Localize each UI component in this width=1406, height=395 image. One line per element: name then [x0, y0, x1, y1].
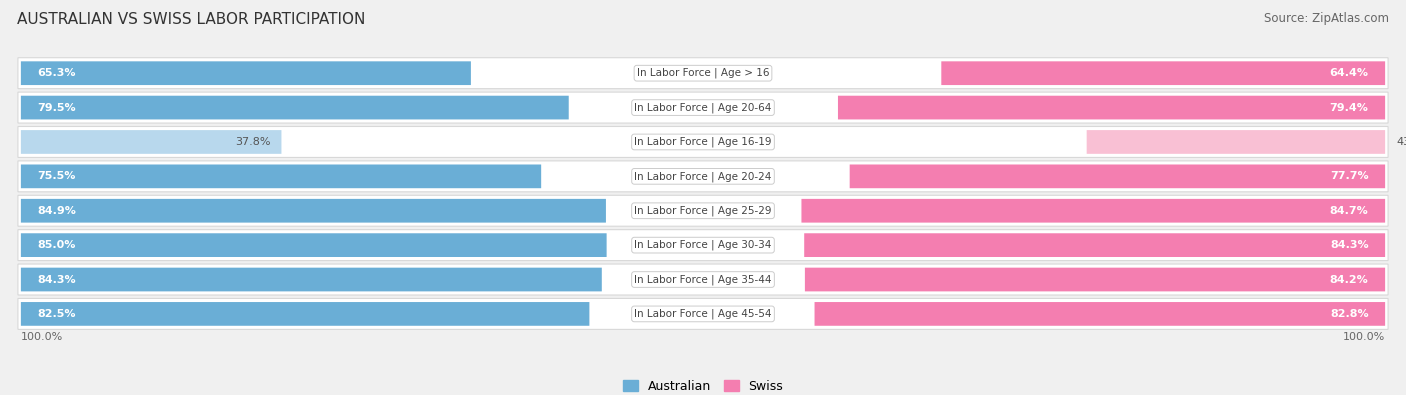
FancyBboxPatch shape	[21, 233, 606, 257]
Text: 77.7%: 77.7%	[1330, 171, 1368, 181]
FancyBboxPatch shape	[18, 195, 1388, 226]
FancyBboxPatch shape	[21, 268, 602, 292]
Text: In Labor Force | Age 35-44: In Labor Force | Age 35-44	[634, 274, 772, 285]
Legend: Australian, Swiss: Australian, Swiss	[617, 375, 789, 395]
Text: In Labor Force | Age 25-29: In Labor Force | Age 25-29	[634, 205, 772, 216]
FancyBboxPatch shape	[21, 130, 281, 154]
Text: 84.2%: 84.2%	[1330, 275, 1368, 284]
FancyBboxPatch shape	[18, 299, 1388, 329]
FancyBboxPatch shape	[18, 161, 1388, 192]
Text: In Labor Force | Age 45-54: In Labor Force | Age 45-54	[634, 308, 772, 319]
FancyBboxPatch shape	[941, 61, 1385, 85]
FancyBboxPatch shape	[21, 96, 568, 119]
Text: 43.3%: 43.3%	[1396, 137, 1406, 147]
Text: 79.5%: 79.5%	[38, 103, 76, 113]
FancyBboxPatch shape	[18, 126, 1388, 158]
Text: In Labor Force | Age 16-19: In Labor Force | Age 16-19	[634, 137, 772, 147]
Text: 82.5%: 82.5%	[38, 309, 76, 319]
Text: 82.8%: 82.8%	[1330, 309, 1368, 319]
Text: 100.0%: 100.0%	[1343, 332, 1385, 342]
FancyBboxPatch shape	[1087, 130, 1385, 154]
FancyBboxPatch shape	[849, 164, 1385, 188]
Text: In Labor Force | Age 30-34: In Labor Force | Age 30-34	[634, 240, 772, 250]
Text: In Labor Force | Age 20-64: In Labor Force | Age 20-64	[634, 102, 772, 113]
Text: 84.3%: 84.3%	[38, 275, 76, 284]
Text: 37.8%: 37.8%	[235, 137, 270, 147]
FancyBboxPatch shape	[814, 302, 1385, 326]
Text: 85.0%: 85.0%	[38, 240, 76, 250]
FancyBboxPatch shape	[18, 229, 1388, 261]
FancyBboxPatch shape	[18, 92, 1388, 123]
Text: 64.4%: 64.4%	[1330, 68, 1368, 78]
FancyBboxPatch shape	[18, 58, 1388, 88]
FancyBboxPatch shape	[21, 199, 606, 223]
Text: 65.3%: 65.3%	[38, 68, 76, 78]
Text: 75.5%: 75.5%	[38, 171, 76, 181]
Text: In Labor Force | Age 20-24: In Labor Force | Age 20-24	[634, 171, 772, 182]
Text: 79.4%: 79.4%	[1330, 103, 1368, 113]
Text: AUSTRALIAN VS SWISS LABOR PARTICIPATION: AUSTRALIAN VS SWISS LABOR PARTICIPATION	[17, 12, 366, 27]
Text: In Labor Force | Age > 16: In Labor Force | Age > 16	[637, 68, 769, 79]
Text: 84.9%: 84.9%	[38, 206, 76, 216]
FancyBboxPatch shape	[838, 96, 1385, 119]
FancyBboxPatch shape	[804, 268, 1385, 292]
Text: Source: ZipAtlas.com: Source: ZipAtlas.com	[1264, 12, 1389, 25]
FancyBboxPatch shape	[21, 164, 541, 188]
FancyBboxPatch shape	[804, 233, 1385, 257]
FancyBboxPatch shape	[21, 302, 589, 326]
Text: 84.3%: 84.3%	[1330, 240, 1368, 250]
FancyBboxPatch shape	[801, 199, 1385, 223]
Text: 84.7%: 84.7%	[1330, 206, 1368, 216]
FancyBboxPatch shape	[18, 264, 1388, 295]
Text: 100.0%: 100.0%	[21, 332, 63, 342]
FancyBboxPatch shape	[21, 61, 471, 85]
